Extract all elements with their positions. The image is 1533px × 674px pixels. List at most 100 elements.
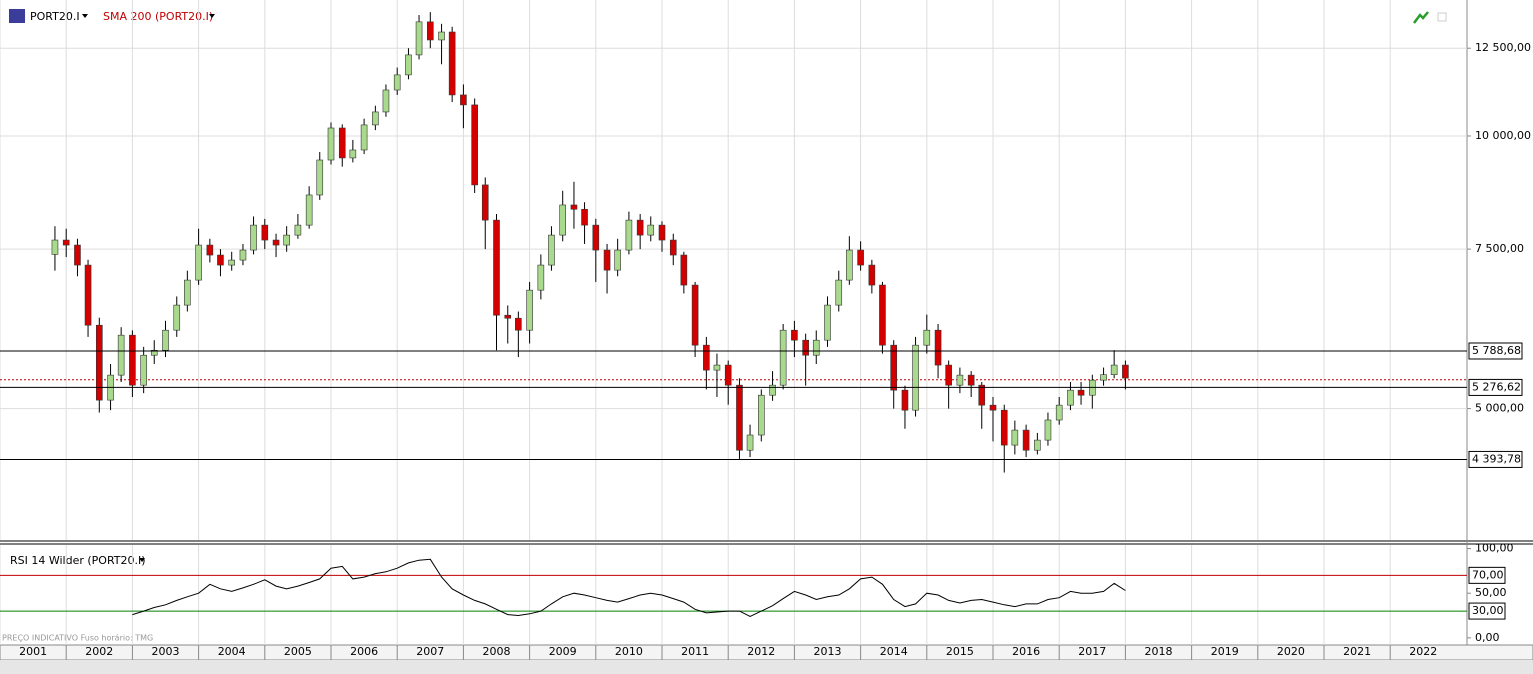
candle-body <box>559 204 567 236</box>
candle-body <box>62 239 70 246</box>
candle-body <box>912 344 919 411</box>
candle-body <box>438 31 445 41</box>
candle-body <box>239 249 247 261</box>
candle-body <box>261 224 269 241</box>
x-tick-label: 2011 <box>681 645 709 658</box>
dropdown-arrow[interactable] <box>139 558 145 562</box>
candle-body <box>570 204 578 210</box>
x-tick-label: 2009 <box>549 645 577 658</box>
y-tick-label: 10 000,00 <box>1475 129 1531 142</box>
candle-body <box>1122 364 1129 379</box>
candle-body <box>162 329 169 351</box>
candle-body <box>636 219 644 236</box>
candle-body <box>382 89 390 113</box>
candle-body <box>537 264 545 291</box>
window-icon[interactable] <box>1437 12 1447 22</box>
footnote: PREÇO INDICATIVO Fuso horário: TMG <box>2 634 153 643</box>
candle-body <box>360 124 368 151</box>
candle-body <box>1077 389 1085 396</box>
candle-body <box>327 127 335 161</box>
candle-body <box>736 384 743 451</box>
candle-body <box>647 224 655 236</box>
dropdown-arrow[interactable] <box>82 14 88 18</box>
candle-body <box>581 208 588 226</box>
candle-body <box>724 364 732 386</box>
x-tick-label: 2006 <box>350 645 378 658</box>
candle-body <box>691 284 699 346</box>
level-box <box>1468 450 1523 468</box>
candle-body <box>51 239 59 255</box>
candle-body <box>1000 409 1008 446</box>
candle-body <box>448 31 456 96</box>
level-box <box>1468 378 1523 396</box>
candle-body <box>250 224 257 251</box>
candle-body <box>1067 389 1074 406</box>
instrument-icon <box>9 9 25 23</box>
candle-body <box>835 279 843 306</box>
candle-body <box>945 364 952 386</box>
y-tick-label: 50,00 <box>1475 586 1507 599</box>
candle-body <box>129 334 136 386</box>
candle-body <box>140 354 147 386</box>
x-tick-label: 2018 <box>1145 645 1173 658</box>
candle-body <box>703 344 710 371</box>
x-tick-label: 2008 <box>483 645 511 658</box>
candle-body <box>868 264 876 286</box>
y-tick-label: 7 500,00 <box>1475 242 1524 255</box>
candle-body <box>934 329 942 366</box>
candle-body <box>372 111 379 126</box>
candle-body <box>283 234 290 246</box>
x-tick-label: 2012 <box>747 645 775 658</box>
x-tick-label: 2019 <box>1211 645 1239 658</box>
candle-body <box>1044 419 1052 441</box>
x-tick-label: 2021 <box>1343 645 1371 658</box>
level-label: 4 393,78 <box>1472 452 1521 465</box>
candle-body <box>493 219 500 316</box>
candle-body <box>1022 429 1030 451</box>
candle-body <box>195 244 202 281</box>
candle-body <box>184 279 191 306</box>
candle-body <box>592 224 600 251</box>
candle-body <box>791 329 798 341</box>
candle-body <box>415 21 423 56</box>
candle-body <box>769 384 776 396</box>
candle-body <box>658 224 666 241</box>
candle-body <box>305 194 313 226</box>
candle-body <box>150 349 158 356</box>
candle-body <box>758 394 765 436</box>
candle-body <box>427 21 434 41</box>
candle-body <box>393 74 401 91</box>
candle-body <box>802 339 809 356</box>
x-tick-label: 2017 <box>1078 645 1106 658</box>
rsi-title[interactable]: RSI 14 Wilder (PORT20.I) <box>10 554 146 567</box>
candle-body <box>956 374 964 386</box>
candle-body <box>614 249 621 271</box>
instrument-title[interactable]: PORT20.I <box>30 10 80 23</box>
candle-body <box>1034 439 1041 451</box>
candle-body <box>405 54 412 76</box>
x-tick-label: 2005 <box>284 645 312 658</box>
level-label: 5 788,68 <box>1472 344 1521 357</box>
candle-body <box>1011 429 1019 446</box>
candle-body <box>460 94 467 106</box>
x-tick-label: 2007 <box>416 645 444 658</box>
candle-body <box>173 304 181 331</box>
candle-body <box>879 284 886 346</box>
level-label: 70,00 <box>1472 568 1504 581</box>
trend-icon[interactable] <box>1413 11 1429 24</box>
candle-body <box>603 249 611 271</box>
status-strip <box>0 660 1533 674</box>
candle-body <box>228 259 236 266</box>
candle-body <box>96 324 103 401</box>
level-box <box>1468 342 1523 360</box>
candle-body <box>779 329 787 386</box>
indicator-title[interactable]: SMA 200 (PORT20.I) <box>103 10 213 23</box>
candle-body <box>857 249 864 266</box>
candle-body <box>206 244 214 256</box>
x-tick-label: 2001 <box>19 645 47 658</box>
rsi-line <box>132 558 1126 617</box>
candle-body <box>84 264 92 326</box>
dropdown-arrow[interactable] <box>209 14 215 18</box>
candle-body <box>316 159 324 196</box>
